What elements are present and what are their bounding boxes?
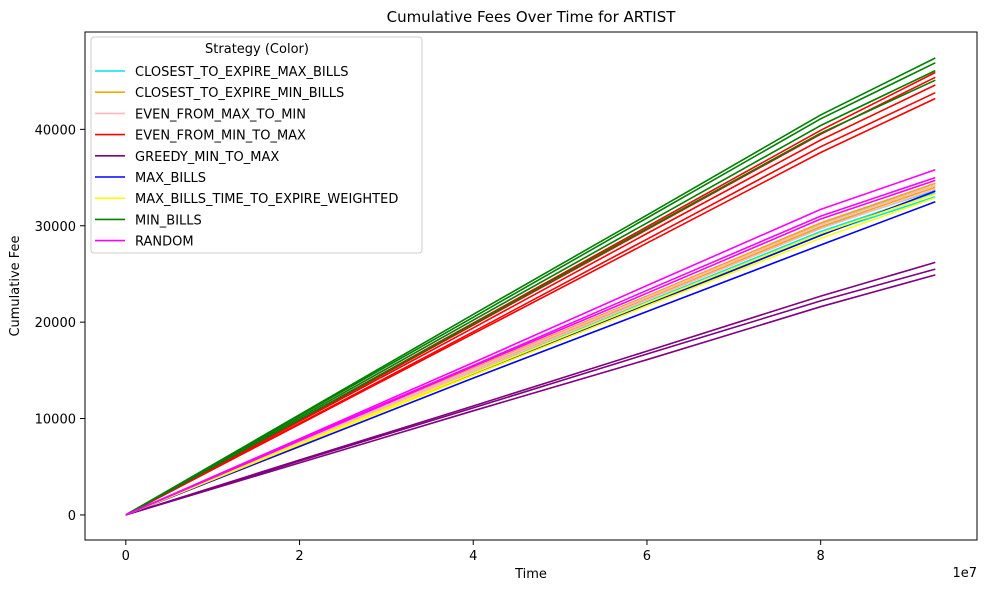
series-line-max-bills-run-1: [125, 200, 936, 516]
legend-label-even-from-min-to-max: EVEN_FROM_MIN_TO_MAX: [135, 129, 306, 144]
y-axis-label: Cumulative Fee: [8, 235, 23, 336]
y-axis-ticks: 0 10000 20000 30000 40000: [35, 123, 85, 524]
legend-label-max-bills: MAX_BILLS: [135, 171, 206, 186]
x-tick-label: 4: [469, 549, 477, 564]
y-tick-label: 30000: [35, 220, 76, 235]
x-tick-label: 6: [643, 549, 651, 564]
series-line-random-run-2: [125, 169, 936, 516]
legend-label-min-bills: MIN_BILLS: [135, 213, 202, 228]
legend-label-closest-to-expire-min-bills: CLOSEST_TO_EXPIRE_MIN_BILLS: [135, 86, 344, 101]
legend-label-max-bills-time-to-expire-weighted: MAX_BILLS_TIME_TO_EXPIRE_WEIGHTED: [135, 192, 398, 207]
legend-label-random: RANDOM: [135, 235, 194, 250]
legend-label-closest-to-expire-max-bills: CLOSEST_TO_EXPIRE_MAX_BILLS: [135, 65, 348, 80]
x-axis-offset-label: 1e7: [952, 566, 977, 581]
x-tick-label: 2: [295, 549, 303, 564]
legend-box: [90, 36, 423, 254]
plot-frame: [84, 31, 978, 541]
series-line-min-bills-run-4: [125, 57, 936, 516]
legend-title: Strategy (Color): [205, 42, 309, 57]
series-line-greedy-min-to-max-run-3: [125, 261, 936, 516]
plot-lines: [125, 57, 936, 516]
series-line-even-from-min-to-max-run-2: [125, 91, 936, 516]
legend-label-even-from-max-to-min: EVEN_FROM_MAX_TO_MIN: [135, 107, 306, 122]
chart-title: Cumulative Fees Over Time for ARTIST: [387, 8, 677, 26]
y-tick-label: 20000: [35, 316, 76, 331]
series-line-greedy-min-to-max-run-2: [125, 268, 936, 516]
series-line-random-run-3: [125, 179, 936, 516]
y-tick-label: 10000: [35, 413, 76, 428]
series-line-min-bills-run-2: [125, 69, 936, 516]
y-tick-label: 40000: [35, 123, 76, 138]
x-tick-label: 0: [122, 549, 130, 564]
x-tick-label: 8: [817, 549, 825, 564]
legend: Strategy (Color) CLOSEST_TO_EXPIRE_MAX_BI…: [90, 36, 423, 254]
series-line-max-bills-time-to-expire-weighted-run-2: [125, 193, 936, 516]
series-line-min-bills-run-1: [125, 79, 936, 516]
series-line-greedy-min-to-max-run-1: [125, 274, 936, 516]
y-tick-label: 0: [68, 509, 76, 524]
x-axis-ticks: 0 2 4 6 8: [122, 540, 825, 564]
x-axis-label: Time: [514, 567, 547, 582]
legend-label-greedy-min-to-max: GREEDY_MIN_TO_MAX: [135, 150, 279, 165]
